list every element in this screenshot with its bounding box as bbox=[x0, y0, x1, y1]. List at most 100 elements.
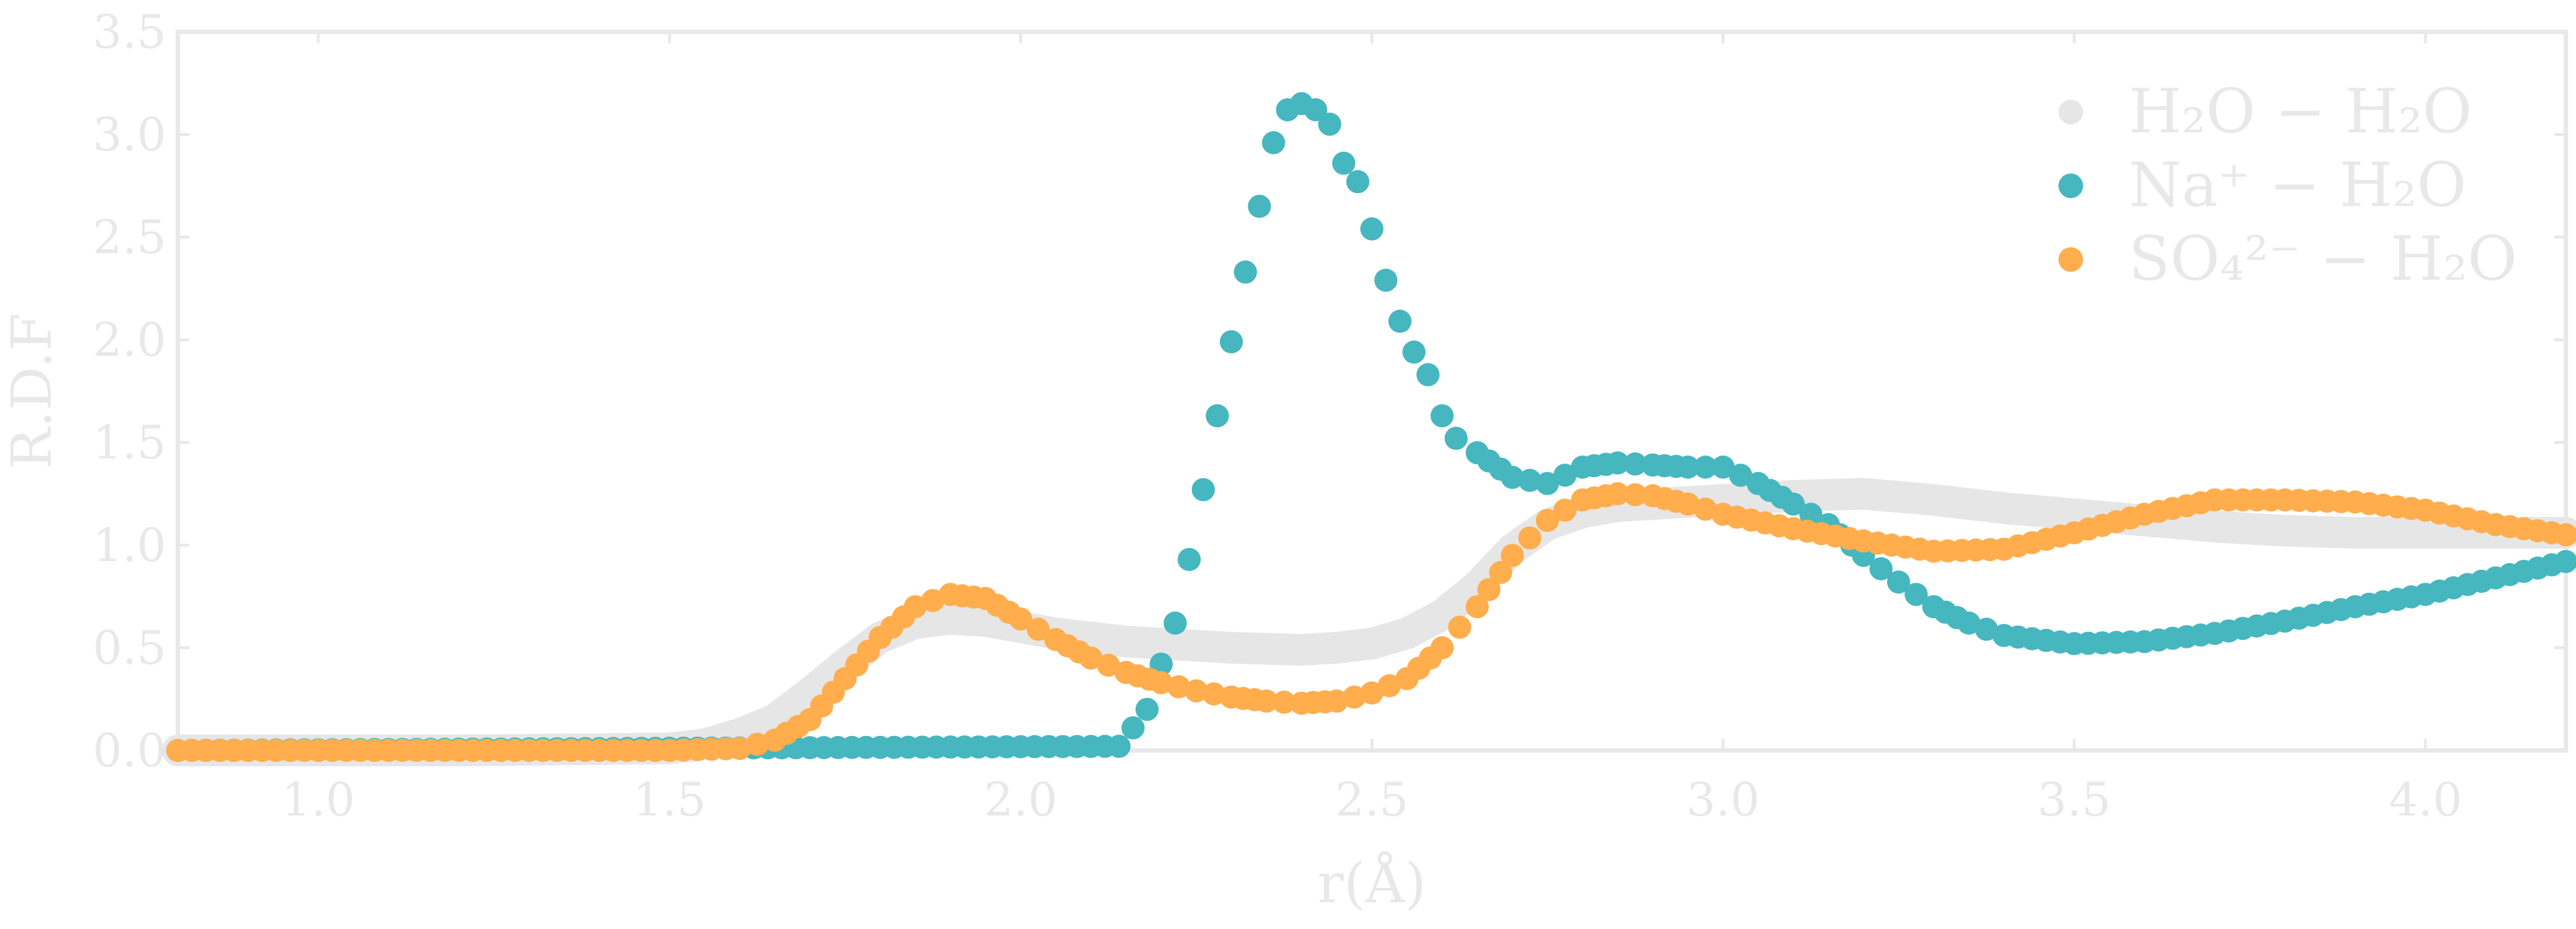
axis-ticks bbox=[178, 30, 2566, 752]
data-point bbox=[1869, 557, 1893, 581]
data-point bbox=[1272, 690, 1296, 714]
data-point bbox=[1975, 617, 1998, 641]
y-tick-label: 0.5 bbox=[93, 622, 166, 675]
legend-label: Na⁺ − H₂O bbox=[2129, 150, 2467, 221]
data-point bbox=[1163, 611, 1187, 635]
y-tick-label: 1.0 bbox=[93, 519, 166, 573]
data-point bbox=[1693, 455, 1717, 479]
data-point bbox=[1535, 508, 1559, 532]
data-point bbox=[1782, 492, 1806, 516]
data-point bbox=[1518, 526, 1542, 550]
data-point bbox=[1191, 478, 1215, 502]
data-point bbox=[1711, 455, 1735, 479]
data-point bbox=[1388, 309, 1412, 333]
data-point bbox=[1121, 716, 1145, 740]
y-tick-label: 2.0 bbox=[93, 314, 166, 367]
x-tick-label: 4.0 bbox=[2389, 774, 2463, 827]
x-tick-label: 2.0 bbox=[984, 774, 1057, 827]
data-point bbox=[1219, 330, 1243, 354]
data-point bbox=[1623, 483, 1647, 507]
data-point bbox=[1360, 681, 1383, 705]
data-point bbox=[2554, 523, 2576, 547]
data-point bbox=[1606, 451, 1630, 475]
data-point bbox=[1729, 463, 1753, 487]
data-point bbox=[1500, 544, 1524, 568]
data-point bbox=[1185, 679, 1208, 703]
data-point bbox=[1346, 170, 1370, 194]
data-point bbox=[1489, 560, 1513, 584]
data-point bbox=[1304, 98, 1328, 121]
data-series bbox=[162, 92, 2576, 766]
data-point bbox=[1332, 151, 1356, 175]
data-point bbox=[1107, 735, 1131, 758]
data-point bbox=[1957, 611, 1980, 635]
data-point bbox=[1342, 685, 1366, 709]
data-point bbox=[1676, 455, 1700, 479]
y-tick-label: 3.0 bbox=[93, 108, 166, 162]
data-point bbox=[1553, 498, 1577, 522]
legend-label: SO₄²⁻ − H₂O bbox=[2129, 223, 2517, 294]
data-point bbox=[1416, 363, 1440, 387]
data-point bbox=[1402, 341, 1426, 364]
data-point bbox=[1430, 404, 1454, 428]
data-point bbox=[1325, 689, 1349, 713]
data-point bbox=[1177, 547, 1201, 571]
x-tick-label: 2.5 bbox=[1335, 774, 1409, 827]
legend-marker bbox=[2058, 174, 2083, 198]
data-point bbox=[1465, 595, 1489, 619]
data-point bbox=[1149, 671, 1173, 695]
data-point bbox=[1500, 466, 1524, 489]
x-tick-label: 1.5 bbox=[632, 774, 706, 827]
data-point bbox=[728, 737, 752, 761]
data-point bbox=[1262, 131, 1285, 155]
data-point bbox=[1374, 268, 1398, 292]
data-point bbox=[1676, 492, 1700, 516]
data-point bbox=[1553, 463, 1577, 487]
data-point bbox=[1623, 452, 1647, 476]
x-tick-label: 1.0 bbox=[281, 774, 355, 827]
data-point bbox=[1360, 217, 1383, 241]
x-axis-title: r(Å) bbox=[1318, 850, 1427, 915]
y-axis-title: R.D.F bbox=[0, 313, 64, 470]
data-point bbox=[1518, 468, 1542, 492]
data-point bbox=[1430, 636, 1454, 659]
y-tick-label: 1.5 bbox=[93, 416, 166, 470]
data-point bbox=[1886, 570, 1910, 594]
x-tick-label: 3.5 bbox=[2038, 774, 2111, 827]
data-point bbox=[1206, 404, 1229, 428]
data-point bbox=[2554, 549, 2576, 573]
data-point bbox=[1135, 698, 1159, 722]
data-point bbox=[745, 732, 769, 756]
data-point bbox=[1318, 112, 1341, 136]
y-tick-label: 2.5 bbox=[93, 211, 166, 265]
data-point bbox=[903, 595, 927, 619]
data-point bbox=[1444, 427, 1468, 450]
data-point bbox=[1477, 578, 1500, 602]
data-point bbox=[1248, 194, 1271, 218]
x-tick-label: 3.0 bbox=[1686, 774, 1760, 827]
series-3 bbox=[166, 482, 2576, 762]
data-point bbox=[1234, 260, 1258, 284]
data-point bbox=[1167, 675, 1190, 698]
data-point bbox=[1905, 583, 1928, 607]
data-point bbox=[921, 588, 945, 612]
legend-label: H₂O − H₂O bbox=[2129, 76, 2472, 147]
data-point bbox=[1202, 682, 1226, 706]
data-point bbox=[1378, 674, 1401, 698]
y-tick-label: 3.5 bbox=[93, 6, 166, 59]
legend-marker bbox=[2058, 247, 2083, 272]
data-point bbox=[1255, 689, 1279, 713]
data-point bbox=[1606, 482, 1630, 505]
axis-tick-labels: 1.0 1.5 2.0 2.5 3.0 3.5 4.0 0.0 0.5 1.0 1.5 2.0 2.5 3… bbox=[93, 6, 2462, 827]
y-tick-label: 0.0 bbox=[93, 724, 166, 778]
data-point bbox=[1096, 654, 1120, 677]
data-point bbox=[1448, 615, 1472, 639]
data-point bbox=[1693, 497, 1717, 521]
data-point bbox=[1009, 607, 1033, 631]
data-point bbox=[1535, 471, 1559, 495]
legend-marker bbox=[2058, 100, 2083, 124]
data-point bbox=[1026, 617, 1050, 641]
data-point bbox=[1079, 646, 1103, 670]
